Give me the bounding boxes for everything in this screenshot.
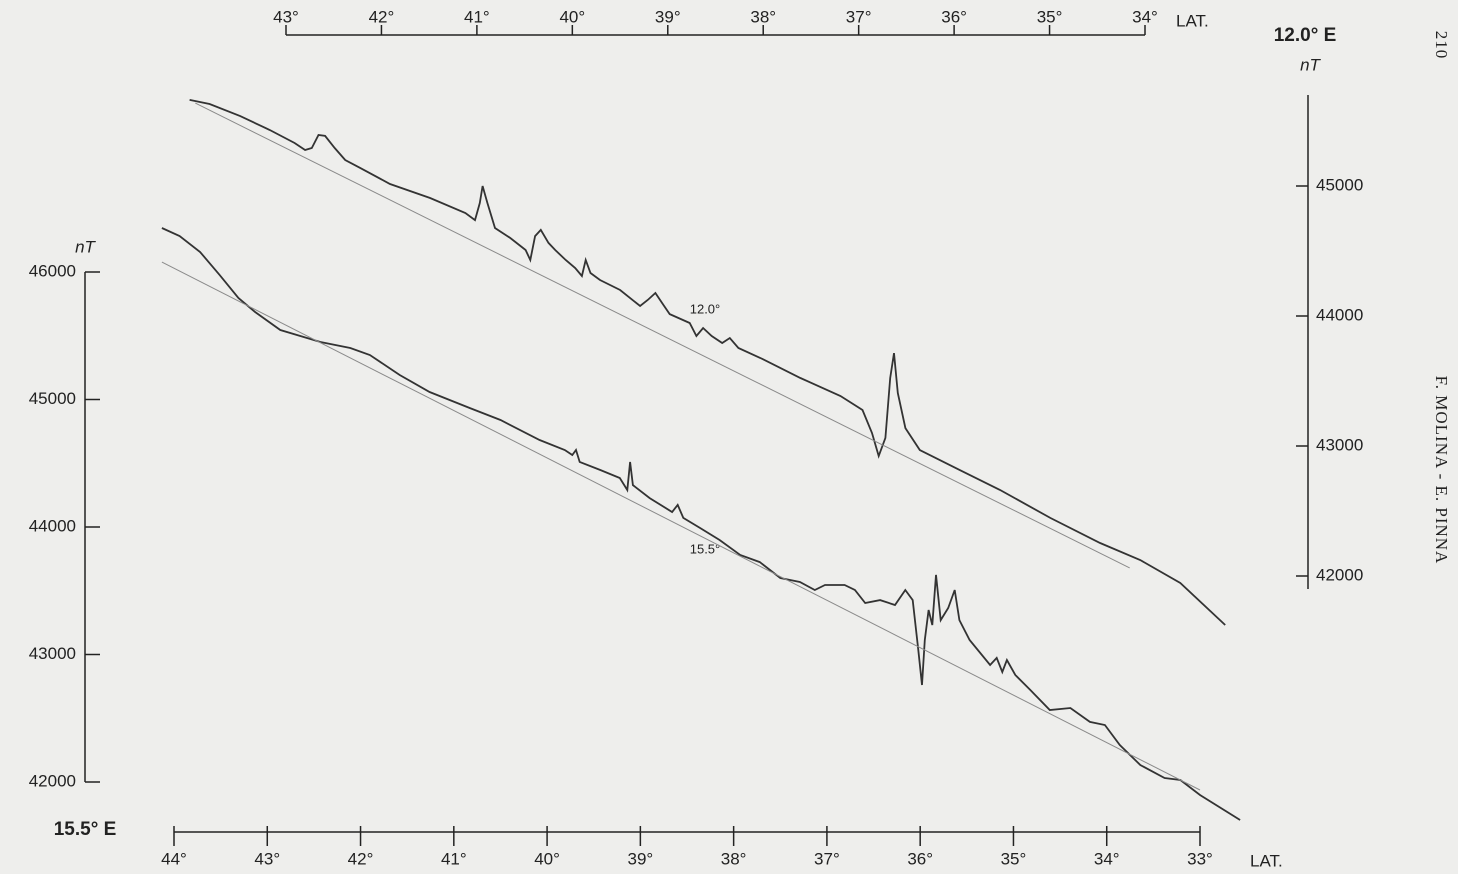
trend-line <box>161 261 1201 791</box>
y-tick-label: 43000 <box>1316 435 1363 454</box>
trend-line <box>195 102 1130 569</box>
y-tick-label: 45000 <box>29 389 76 408</box>
x-tick-label: 41° <box>441 849 467 868</box>
x-tick-label: 35° <box>1001 849 1027 868</box>
x-tick-label: 44° <box>161 849 187 868</box>
x-tick-label: 43° <box>273 7 299 26</box>
line-label: 12.0° <box>690 301 721 316</box>
profile-line <box>161 227 1241 821</box>
x-tick-label: 39° <box>655 7 681 26</box>
x-axis-label: LAT. <box>1250 851 1283 870</box>
x-tick-label: 36° <box>941 7 967 26</box>
x-tick-label: 35° <box>1037 7 1063 26</box>
y-tick-label: 42000 <box>1316 565 1363 584</box>
y-tick-label: 46000 <box>29 261 76 280</box>
y-axis-label: nT <box>75 237 96 256</box>
chart-title: 12.0° E <box>1274 25 1337 46</box>
y-tick-label: 44000 <box>1316 305 1363 324</box>
profile-line <box>189 99 1226 626</box>
x-tick-label: 40° <box>534 849 560 868</box>
x-tick-label: 33° <box>1187 849 1213 868</box>
x-axis-label: LAT. <box>1176 11 1209 30</box>
x-tick-label: 36° <box>907 849 933 868</box>
x-tick-label: 42° <box>348 849 374 868</box>
x-tick-label: 43° <box>254 849 280 868</box>
x-tick-label: 39° <box>628 849 654 868</box>
y-tick-label: 45000 <box>1316 175 1363 194</box>
x-tick-label: 34° <box>1132 7 1158 26</box>
x-tick-label: 34° <box>1094 849 1120 868</box>
x-tick-label: 38° <box>750 7 776 26</box>
x-tick-label: 41° <box>464 7 490 26</box>
y-tick-label: 44000 <box>29 516 76 535</box>
running-head: F. MOLINA - E. PINNA <box>1432 376 1451 565</box>
x-tick-label: 38° <box>721 849 747 868</box>
y-tick-label: 43000 <box>29 644 76 663</box>
page-number: 210 <box>1432 31 1451 60</box>
x-tick-label: 37° <box>814 849 840 868</box>
y-axis-label: nT <box>1300 55 1321 74</box>
chart-title: 15.5° E <box>54 819 117 840</box>
y-tick-label: 42000 <box>29 771 76 790</box>
x-tick-label: 40° <box>559 7 585 26</box>
x-tick-label: 42° <box>369 7 395 26</box>
x-tick-label: 37° <box>846 7 872 26</box>
line-label: 15.5° <box>690 541 721 556</box>
